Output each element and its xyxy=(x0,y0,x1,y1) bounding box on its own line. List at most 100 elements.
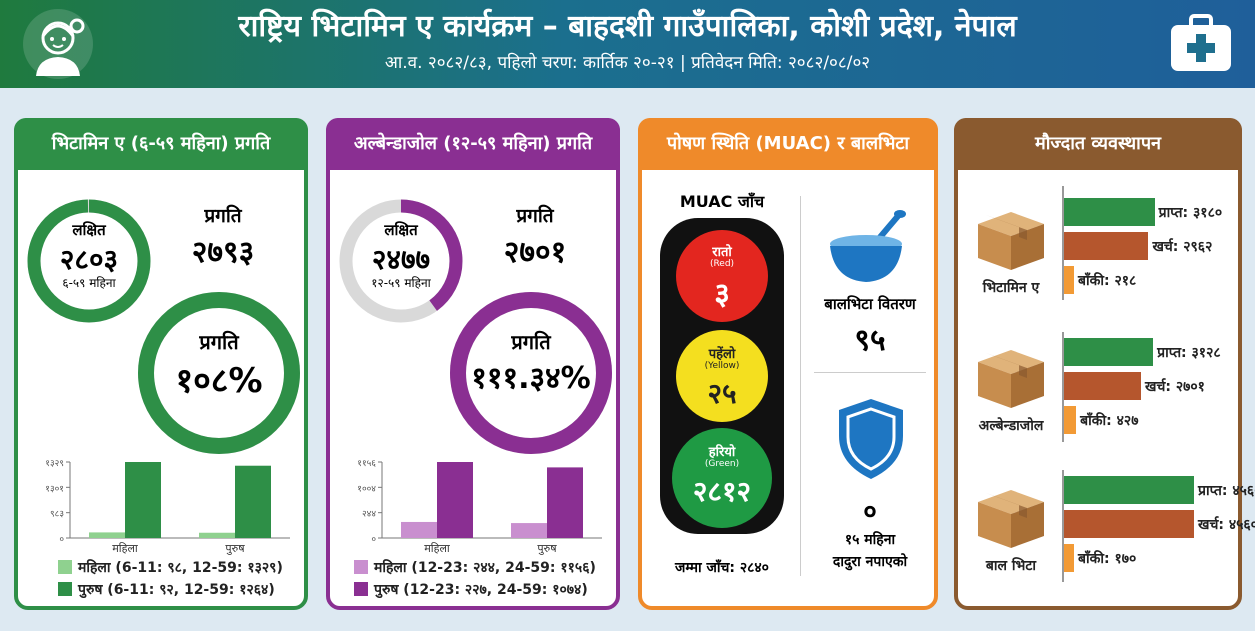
stock-item-name: अल्बेन्डाजोल xyxy=(978,418,1044,434)
legend-text: महिला (6-11: ९८, 12-59: १३२९) xyxy=(78,560,283,576)
stock-balance-bar xyxy=(1064,266,1074,294)
vitamin-a-progress-label: प्रगति xyxy=(204,205,242,227)
measles-label-1: १५ महिना xyxy=(844,532,896,548)
albendazole-progress-value: २७०१ xyxy=(503,235,567,270)
muac-green-label: हरियो xyxy=(708,445,736,460)
vitamin-a-panel-title: भिटामिन ए (६-५९ महिना) प्रगति xyxy=(14,118,308,170)
box-icon xyxy=(978,212,1044,270)
muac-title: MUAC जाँच xyxy=(679,192,765,211)
muac-red-sub: (Red) xyxy=(709,259,735,269)
vitamin-a-progress-value: २७९३ xyxy=(191,235,255,270)
nutrition-panel-title: पोषण स्थिति (MUAC) र बालभिटा xyxy=(638,118,938,170)
muac-total: जम्मा जाँच: २८४० xyxy=(675,560,769,576)
muac-green-sub: (Green) xyxy=(704,459,740,469)
albendazole-legend-male: पुरुष (12-23: २२७, 24-59: १०७४) xyxy=(354,580,588,599)
first-aid-kit-icon xyxy=(1171,14,1231,71)
box-icon xyxy=(978,490,1044,548)
y-tick-label: ० xyxy=(59,535,64,545)
stock-received-text: प्राप्त: ३१२८ xyxy=(1157,345,1221,361)
muac-red-label: रातो xyxy=(712,245,732,260)
axis-line xyxy=(1062,186,1064,300)
page-subtitle: आ.व. २०८२/८३, पहिलो चरण: कार्तिक २०-२१ |… xyxy=(384,53,871,73)
vitamin-a-bar-chart: १३२९ १३०१ ९८३ ० महिला पुरुष xyxy=(45,459,290,555)
legend-text: पुरुष (6-11: ९२, 12-59: १२६४) xyxy=(78,582,275,598)
divider xyxy=(814,372,926,373)
page-title: राष्ट्रिय भिटामिन ए कार्यक्रम – बाहदशी ग… xyxy=(238,9,1017,44)
y-tick-label: १३२९ xyxy=(45,459,64,469)
stock-spent-text: खर्च: २९६२ xyxy=(1152,239,1213,255)
stock-balance-text: बाँकी: ४२७ xyxy=(1080,413,1139,429)
albendazole-target-value: २४७७ xyxy=(371,243,431,276)
stock-received-bar xyxy=(1064,338,1154,366)
vitamin-a-target-ring xyxy=(27,199,151,323)
header-banner: राष्ट्रिय भिटामिन ए कार्यक्रम – बाहदशी ग… xyxy=(0,0,1255,88)
stock-item-name: बाल भिटा xyxy=(985,558,1037,574)
muac-yellow-sub: (Yellow) xyxy=(704,361,740,371)
bar-24-59 xyxy=(437,462,473,538)
muac-yellow-light xyxy=(676,330,768,422)
divider xyxy=(800,196,801,576)
muac-green-light xyxy=(672,428,772,528)
stock-received-bar xyxy=(1064,476,1194,504)
vitamin-a-pct-value: १०८% xyxy=(175,361,263,401)
vitamin-a-panel: भिटामिन ए (६-५९ महिना) प्रगति लक्षित २८०… xyxy=(14,118,308,610)
bar-6-11 xyxy=(199,532,235,538)
albendazole-pct-ring xyxy=(450,292,612,454)
balbhita-value: ९५ xyxy=(854,323,886,358)
balbhita-label: बालभिटा वितरण xyxy=(824,295,916,313)
vitamin-a-legend-female: महिला (6-11: ९८, 12-59: १३२९) xyxy=(58,558,283,577)
legend-swatch xyxy=(354,582,368,596)
vitamin-a-pct-label: प्रगति xyxy=(199,330,239,354)
stock-balance-text: बाँकी: १७० xyxy=(1078,551,1137,567)
albendazole-progress-label: प्रगति xyxy=(516,205,554,227)
vitamin-a-target-label: लक्षित xyxy=(72,221,106,239)
muac-yellow-value: २५ xyxy=(707,377,737,410)
albendazole-bar-chart: ११५६ १००४ २४४ ० महिला पुरुष xyxy=(357,459,602,555)
bar-12-59 xyxy=(125,462,161,538)
stock-received-bar xyxy=(1064,198,1155,226)
stock-balance-bar xyxy=(1064,406,1077,434)
stock-balance-text: बाँकी: २१८ xyxy=(1078,273,1137,289)
x-category-label: पुरुष xyxy=(537,542,557,555)
albendazole-panel: अल्बेन्डाजोल (१२-५९ महिना) प्रगति लक्षित… xyxy=(326,118,620,610)
vitamin-a-pct-ring xyxy=(138,292,300,454)
stock-spent-bar xyxy=(1064,510,1194,538)
y-tick-label: ९८३ xyxy=(50,510,64,520)
stock-panel: मौज्दात व्यवस्थापन भिटामिन ए प्राप्त: ३१… xyxy=(954,118,1255,610)
albendazole-target-label: लक्षित xyxy=(384,221,418,239)
bar-6-11 xyxy=(89,532,125,538)
girl-avatar-icon xyxy=(23,9,93,79)
stock-balance-bar xyxy=(1064,544,1074,572)
albendazole-pct-value: १११.३४% xyxy=(471,361,591,396)
muac-red-value: ३ xyxy=(714,277,730,312)
box-icon xyxy=(978,350,1044,408)
legend-swatch xyxy=(58,582,72,596)
bar-24-59 xyxy=(547,467,583,538)
x-category-label: पुरुष xyxy=(225,542,245,555)
vitamin-a-target-value: २८०३ xyxy=(59,243,119,276)
legend-text: महिला (12-23: २४४, 24-59: ११५६) xyxy=(374,560,596,576)
bar-12-59 xyxy=(235,465,271,538)
albendazole-panel-title: अल्बेन्डाजोल (१२-५९ महिना) प्रगति xyxy=(326,118,620,170)
x-category-label: महिला xyxy=(424,542,450,555)
stock-panel-title: मौज्दात व्यवस्थापन xyxy=(954,118,1242,170)
measles-label-2: दादुरा नपाएको xyxy=(832,554,908,570)
legend-text: पुरुष (12-23: २२७, 24-59: १०७४) xyxy=(374,582,588,598)
measles-value: ० xyxy=(863,497,877,527)
stock-spent-bar xyxy=(1064,372,1141,400)
stock-item-name: भिटामिन ए xyxy=(982,280,1040,296)
axis-line xyxy=(1062,470,1064,582)
y-tick-label: ११५६ xyxy=(357,459,376,469)
stock-spent-text: खर्च: २७०१ xyxy=(1145,379,1205,395)
shield-icon xyxy=(839,399,903,479)
stock-spent-text: खर्च: ४५६० xyxy=(1198,517,1255,533)
muac-green-value: २८१२ xyxy=(692,475,752,508)
axis-line xyxy=(1062,332,1064,442)
nutrition-panel: पोषण स्थिति (MUAC) र बालभिटा MUAC जाँच र… xyxy=(638,118,938,610)
stock-spent-bar xyxy=(1064,232,1149,260)
x-category-label: महिला xyxy=(112,542,138,555)
y-tick-label: १००४ xyxy=(357,484,376,494)
muac-yellow-label: पहेंलो xyxy=(708,347,736,362)
albendazole-pct-label: प्रगति xyxy=(511,330,551,354)
y-tick-label: १३०१ xyxy=(45,484,64,494)
